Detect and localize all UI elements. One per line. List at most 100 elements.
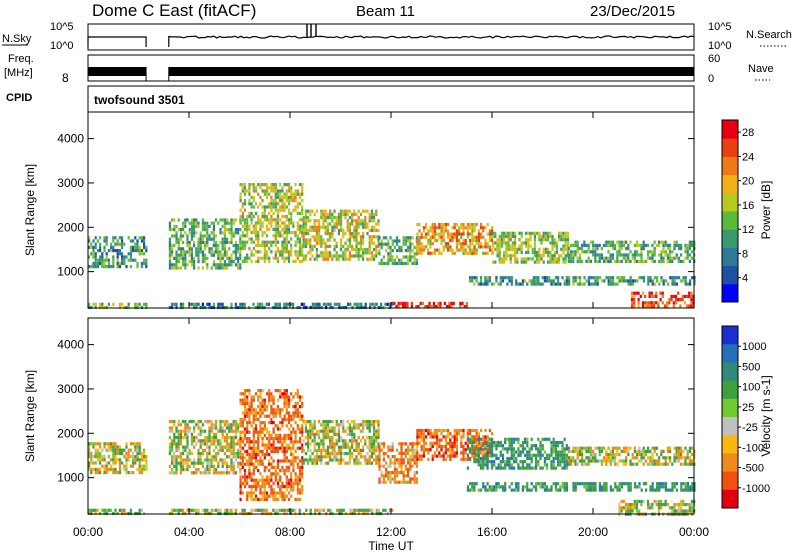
power-cell-5 [396, 261, 399, 265]
vel-cell-3 [301, 475, 304, 479]
vel-cell-5 [409, 442, 412, 446]
vel-cell-6 [436, 438, 439, 442]
power-cell-6 [453, 226, 456, 230]
vel-cell-2 [175, 455, 178, 459]
power-cell-0 [123, 258, 126, 262]
power-cell-8 [660, 250, 663, 254]
power-cell-0 [134, 258, 137, 262]
power-cell-4 [355, 219, 358, 223]
vel-cell-3 [287, 491, 291, 495]
vel-cell-4 [357, 448, 360, 452]
vel-cell-4 [342, 420, 345, 424]
vel-cell-3 [283, 485, 286, 489]
vel-cell-8 [614, 459, 617, 463]
power-cell-8 [609, 253, 612, 257]
vel-cell-6 [422, 441, 425, 445]
vel-cell-3 [257, 440, 260, 444]
power-cell-4 [362, 248, 365, 252]
vel-cell-8 [616, 453, 619, 457]
vel-cell-3 [285, 443, 288, 447]
vel-cell-2 [171, 439, 174, 443]
power-cell-8 [576, 259, 579, 263]
vel-cell-6 [418, 454, 421, 458]
vel-cell-7 [563, 450, 566, 454]
power-cell-6 [480, 235, 483, 239]
power-cell-3 [281, 186, 284, 190]
power-cell-3 [243, 259, 247, 263]
power-cell-3 [287, 224, 291, 228]
power-cell-4 [348, 216, 351, 220]
power-cell-8 [605, 259, 608, 263]
vel-cell-8 [627, 446, 630, 450]
vel-cell-4 [307, 429, 310, 433]
vel-cell-8 [653, 449, 656, 453]
vel-cell-3 [283, 494, 286, 498]
power-cbar-tick-label-2: 12 [742, 224, 754, 236]
power-cell-2 [234, 247, 237, 251]
vel-cell-6 [475, 448, 478, 452]
vel-cell-2 [182, 436, 185, 440]
power-cell-4 [340, 216, 343, 220]
power-cell-4 [342, 254, 345, 258]
power-cell-7 [562, 260, 565, 264]
vel-cell-2 [237, 429, 240, 433]
vel-cell-7 [554, 450, 557, 454]
power-ylabel: Slant Range [km] [23, 164, 37, 256]
vel-cell-4 [326, 436, 329, 440]
power-cell-4 [368, 244, 371, 248]
vel-cell-0 [125, 471, 128, 475]
power-cell-8 [572, 253, 575, 257]
power-cell-6 [480, 242, 483, 246]
power-cell-11 [193, 302, 196, 306]
vel-cell-6 [420, 457, 423, 461]
vel-cell-0 [88, 442, 91, 446]
vel-cell-2 [221, 426, 224, 430]
vel-cell-3 [301, 462, 304, 466]
vel-cell-7 [559, 463, 562, 467]
vel-cell-4 [304, 423, 307, 427]
power-cell-8 [691, 240, 694, 244]
power-cell-4 [366, 225, 369, 229]
power-cell-3 [296, 211, 299, 215]
power-cell-8 [600, 253, 603, 257]
vel-cell-3 [243, 417, 247, 421]
vel-cell-6 [486, 438, 489, 442]
power-cell-10 [661, 301, 664, 305]
vel-cell-0 [129, 448, 132, 452]
vel-cell-7 [530, 456, 533, 461]
vel-cell-4 [368, 423, 371, 427]
vel-cell-3 [257, 398, 260, 402]
vel-cell-2 [232, 442, 235, 446]
vel-cell-5 [391, 442, 394, 446]
power-cell-6 [447, 242, 450, 246]
vel-cell-0 [136, 467, 139, 471]
vel-cell-3 [239, 433, 242, 437]
vel-cell-4 [353, 426, 356, 430]
power-cell-7 [509, 234, 512, 239]
power-cell-4 [373, 212, 376, 216]
power-cell-2 [223, 240, 226, 244]
vel-cell-0 [110, 467, 113, 471]
vel-cell-2 [168, 452, 171, 456]
power-cell-3 [290, 243, 293, 247]
vel-cell-3 [283, 414, 286, 418]
power-cell-4 [318, 228, 321, 232]
vel-cell-8 [622, 449, 625, 453]
power-cell-12 [486, 279, 489, 283]
vel-cell-7 [535, 456, 538, 461]
vel-cell-8 [609, 459, 612, 463]
power-cbar-tick-label-4: 20 [742, 176, 754, 188]
power-cell-10 [668, 298, 671, 302]
power-ytick-label-0: 1000 [57, 265, 84, 279]
power-cell-0 [143, 239, 146, 243]
vel-cell-2 [175, 448, 178, 452]
power-cell-8 [620, 243, 623, 247]
power-cell-5 [393, 258, 396, 262]
vel-cell-0 [127, 458, 130, 462]
vel-cell-3 [265, 449, 269, 453]
vel-cell-3 [283, 459, 286, 463]
power-cell-9 [437, 301, 440, 305]
power-cell-12 [612, 279, 615, 283]
vel-cell-3 [268, 437, 271, 441]
power-cell-7 [549, 260, 552, 264]
